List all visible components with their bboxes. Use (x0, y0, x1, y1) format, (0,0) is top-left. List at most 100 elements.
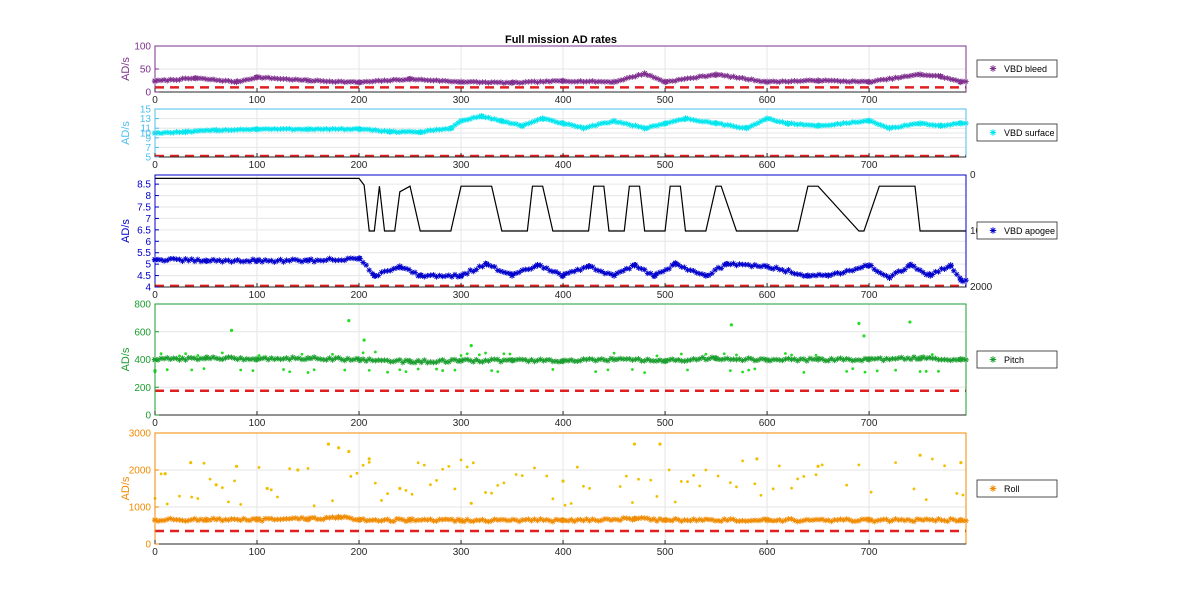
trail-marker (452, 122, 458, 128)
y-tick-label: 7 (145, 214, 151, 225)
trail-marker (412, 269, 418, 276)
trail-marker (954, 518, 960, 524)
trail-marker (170, 130, 177, 136)
trail-marker (198, 258, 204, 265)
trail-marker (568, 121, 575, 128)
trail-marker (712, 267, 718, 273)
trail-marker (849, 267, 856, 274)
trail-marker (265, 126, 272, 132)
figure-title: Full mission AD rates (505, 34, 617, 46)
trail-marker (387, 77, 394, 84)
trail-marker (231, 127, 238, 133)
trail-marker (712, 72, 718, 78)
trail-marker (877, 76, 884, 83)
trail-marker (862, 516, 868, 523)
trail-marker (198, 127, 204, 134)
trail-marker (954, 120, 960, 127)
trail-marker (461, 79, 467, 85)
trail-marker (752, 517, 758, 524)
trail-marker (727, 356, 734, 363)
trail-marker (895, 268, 902, 274)
trail-marker (164, 355, 171, 361)
trail-marker (191, 515, 198, 522)
trail-marker (326, 255, 333, 262)
trail-marker (825, 272, 832, 279)
trail-marker (240, 515, 247, 522)
trail-marker (632, 515, 639, 522)
trail-marker (445, 272, 452, 279)
trail-marker (626, 265, 633, 272)
trail-marker (473, 266, 480, 273)
trail-marker (752, 262, 758, 268)
trail-marker (632, 73, 639, 80)
trail-marker (216, 356, 223, 362)
data-point (729, 323, 733, 327)
trail-marker (874, 355, 881, 362)
trail-marker (467, 116, 474, 122)
trail-marker (216, 257, 223, 264)
trail-marker (470, 114, 477, 121)
trail-marker (791, 78, 798, 84)
y-tick-label: 8 (145, 191, 151, 202)
trail-marker (210, 354, 216, 360)
trail-marker (467, 357, 474, 364)
trail-marker (427, 516, 434, 523)
trail-marker (846, 517, 853, 523)
trail-marker (611, 118, 617, 124)
trail-marker (198, 75, 204, 82)
trail-marker (268, 126, 275, 133)
trail-marker (188, 256, 195, 262)
trail-marker (439, 273, 446, 280)
legend-box (976, 123, 1058, 142)
trail-marker (553, 358, 559, 365)
trail-marker (874, 268, 881, 275)
trail-marker (657, 516, 663, 522)
data-point (367, 457, 371, 461)
trail-marker (409, 269, 415, 276)
trail-marker (323, 357, 330, 363)
trail-marker (332, 355, 339, 361)
trail-marker (868, 355, 874, 362)
trail-marker (390, 265, 397, 272)
trail-marker (320, 126, 327, 133)
trail-marker (161, 355, 167, 362)
trail-marker (244, 356, 250, 362)
trail-marker (513, 121, 519, 127)
trail-marker (868, 516, 874, 523)
trail-marker (491, 356, 498, 363)
trail-marker (684, 517, 691, 524)
trail-marker (730, 123, 737, 129)
trail-marker (292, 515, 299, 521)
trail-marker (393, 516, 400, 522)
trail-marker (706, 356, 712, 362)
trail-marker (895, 75, 902, 81)
trail-marker (728, 369, 732, 373)
trail-marker (441, 369, 445, 372)
trail-marker (496, 370, 500, 374)
trail-marker (161, 77, 167, 83)
trail-marker (727, 74, 734, 80)
trail-marker (681, 116, 688, 123)
trail-marker (161, 129, 167, 136)
trail-marker (244, 126, 250, 133)
x-tick-label: 400 (555, 547, 572, 558)
legend-marker (989, 485, 997, 492)
data-point (229, 328, 234, 332)
trail-marker (185, 128, 192, 135)
trail-marker (473, 79, 480, 85)
trail-marker (164, 77, 171, 84)
trail-marker (320, 356, 327, 363)
trail-marker (191, 355, 198, 362)
trail-marker (308, 515, 314, 521)
trail-marker (508, 352, 512, 356)
trail-marker (745, 518, 752, 524)
trail-marker (268, 515, 275, 522)
trail-marker (439, 77, 446, 84)
trail-marker (605, 357, 611, 364)
trail-marker (654, 518, 660, 524)
trail-marker (785, 355, 792, 362)
trail-marker (643, 371, 647, 375)
trail-marker (516, 518, 522, 525)
trail-marker (195, 75, 201, 82)
